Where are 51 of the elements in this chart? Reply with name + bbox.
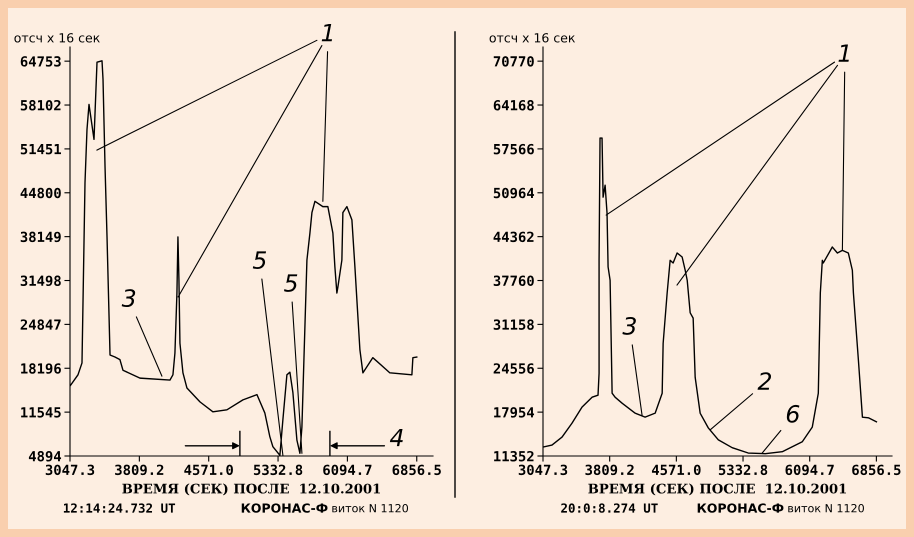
y-tick-label: 64168 bbox=[494, 100, 534, 111]
x-tick-label: 6094.7 bbox=[323, 464, 372, 476]
x-tick-label: 5332.8 bbox=[718, 464, 768, 476]
y-tick-label: 31158 bbox=[494, 319, 534, 330]
y-tick-label: 37760 bbox=[494, 275, 534, 286]
x-tick-label: 6856.5 bbox=[852, 464, 901, 476]
y-axis-title: отсч x 16 сек bbox=[490, 33, 576, 43]
x-tick-label: 3047.3 bbox=[518, 464, 568, 476]
y-tick-label: 18196 bbox=[21, 363, 61, 374]
x-tick-label: 4571.0 bbox=[184, 464, 233, 476]
y-tick-label: 4894 bbox=[28, 450, 62, 462]
annotation: 1 bbox=[838, 44, 849, 62]
x-tick-label: 4571.0 bbox=[652, 464, 701, 476]
annotation: 3 bbox=[122, 289, 136, 308]
y-tick-label: 44800 bbox=[20, 188, 61, 198]
annotation: 3 bbox=[622, 316, 636, 335]
x-axis-title: ВРЕМЯ (СЕК) ПОСЛЕ 12.10.2001 bbox=[588, 483, 846, 496]
text: КОРОНАС-Ф bbox=[698, 503, 784, 513]
text: виток N 1120 bbox=[332, 504, 408, 512]
x-tick-label: 3809.2 bbox=[585, 464, 634, 476]
text: КОРОНАС-Ф bbox=[242, 503, 328, 513]
text: 12:14:24.732 UT bbox=[64, 503, 176, 513]
annotation: 6 bbox=[786, 404, 800, 423]
y-tick-label: 44362 bbox=[494, 232, 534, 242]
annotation: 4 bbox=[390, 428, 403, 446]
x-tick-label: 3047.3 bbox=[46, 464, 94, 476]
annotation: 5 bbox=[284, 274, 298, 292]
y-tick-label: 31498 bbox=[20, 275, 61, 286]
y-tick-label: 17954 bbox=[494, 407, 534, 418]
x-tick-label: 3809.2 bbox=[115, 464, 164, 476]
x-tick-label: 6094.7 bbox=[786, 464, 834, 476]
x-tick-label: 6856.5 bbox=[392, 464, 441, 476]
y-tick-label: 50964 bbox=[494, 188, 534, 198]
y-tick-label: 24556 bbox=[494, 363, 534, 374]
y-tick-label: 57566 bbox=[494, 144, 534, 154]
y-tick-label: 11352 bbox=[494, 450, 534, 462]
y-tick-label: 64753 bbox=[20, 56, 61, 67]
y-tick-label: 24847 bbox=[20, 319, 61, 330]
y-tick-label: 70770 bbox=[494, 56, 534, 67]
annotation: 5 bbox=[252, 251, 266, 269]
annotation: 1 bbox=[322, 24, 332, 42]
x-tick-label: 5332.8 bbox=[254, 464, 302, 476]
y-tick-label: 58102 bbox=[20, 100, 61, 111]
annotation: 2 bbox=[758, 372, 772, 390]
text: виток N 1120 bbox=[788, 504, 864, 512]
y-tick-label: 38149 bbox=[20, 232, 61, 242]
y-tick-label: 51451 bbox=[20, 144, 62, 154]
y-tick-label: 11545 bbox=[21, 407, 61, 418]
text: 20:0:8.274 UT bbox=[561, 503, 658, 513]
x-axis-title: ВРЕМЯ (СЕК) ПОСЛЕ 12.10.2001 bbox=[122, 483, 380, 496]
y-axis-title: отсч x 16 сек bbox=[14, 33, 100, 43]
